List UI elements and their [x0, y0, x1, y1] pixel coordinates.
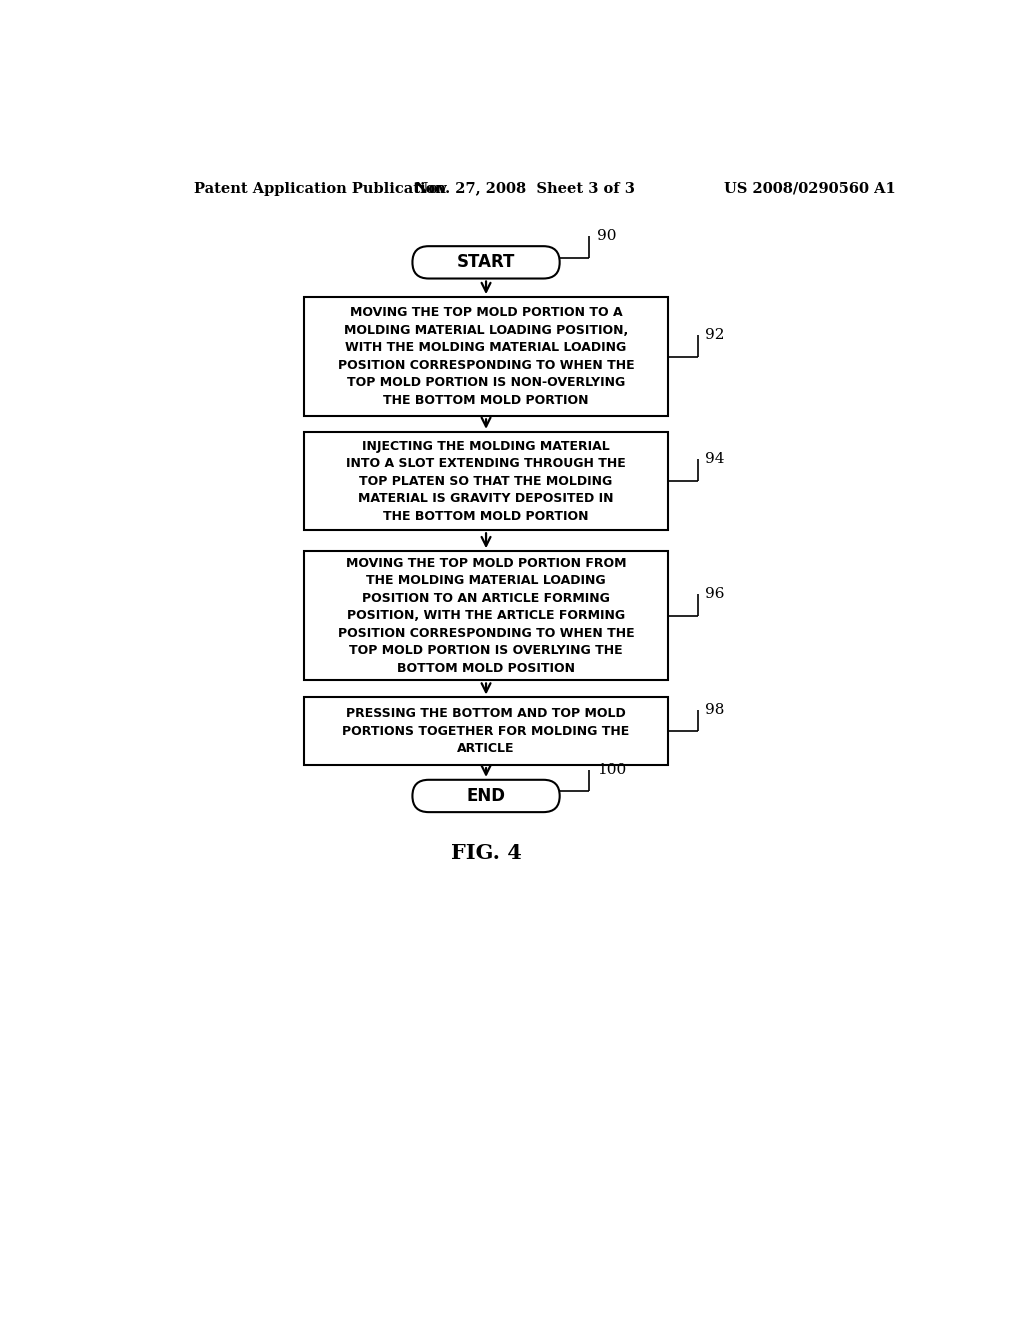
Text: 94: 94 [706, 453, 725, 466]
FancyBboxPatch shape [304, 297, 669, 416]
Text: MOVING THE TOP MOLD PORTION TO A
MOLDING MATERIAL LOADING POSITION,
WITH THE MOL: MOVING THE TOP MOLD PORTION TO A MOLDING… [338, 306, 634, 407]
Text: FIG. 4: FIG. 4 [451, 843, 521, 863]
Text: US 2008/0290560 A1: US 2008/0290560 A1 [724, 182, 895, 195]
Text: 92: 92 [706, 329, 725, 342]
FancyBboxPatch shape [304, 697, 669, 766]
FancyBboxPatch shape [413, 780, 560, 812]
Text: Nov. 27, 2008  Sheet 3 of 3: Nov. 27, 2008 Sheet 3 of 3 [415, 182, 635, 195]
Text: INJECTING THE MOLDING MATERIAL
INTO A SLOT EXTENDING THROUGH THE
TOP PLATEN SO T: INJECTING THE MOLDING MATERIAL INTO A SL… [346, 440, 626, 523]
Text: MOVING THE TOP MOLD PORTION FROM
THE MOLDING MATERIAL LOADING
POSITION TO AN ART: MOVING THE TOP MOLD PORTION FROM THE MOL… [338, 557, 634, 675]
Text: 96: 96 [706, 587, 725, 601]
Text: 98: 98 [706, 702, 725, 717]
FancyBboxPatch shape [304, 432, 669, 531]
Text: Patent Application Publication: Patent Application Publication [194, 182, 445, 195]
Text: PRESSING THE BOTTOM AND TOP MOLD
PORTIONS TOGETHER FOR MOLDING THE
ARTICLE: PRESSING THE BOTTOM AND TOP MOLD PORTION… [342, 708, 630, 755]
Text: END: END [467, 787, 506, 805]
Text: 90: 90 [597, 230, 616, 243]
FancyBboxPatch shape [304, 552, 669, 681]
FancyBboxPatch shape [413, 247, 560, 279]
Text: 100: 100 [597, 763, 626, 776]
Text: START: START [457, 253, 515, 272]
